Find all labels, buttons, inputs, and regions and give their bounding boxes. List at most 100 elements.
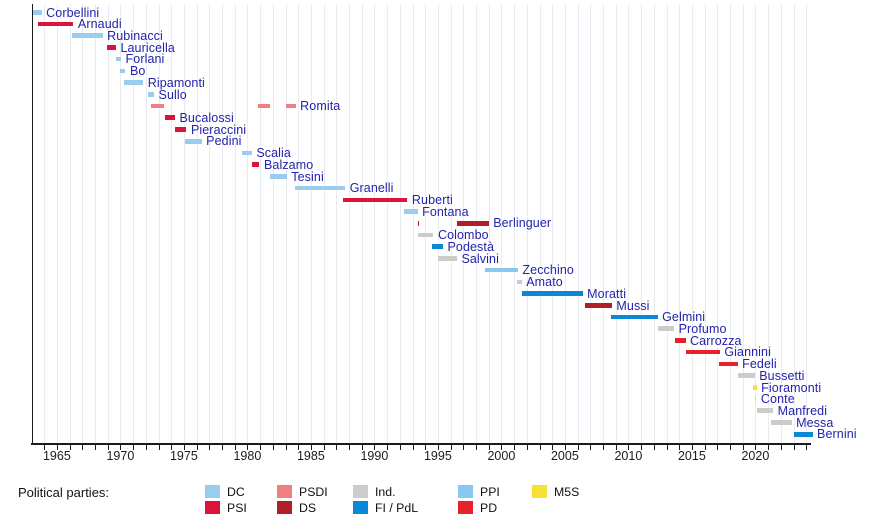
tick-2021 [768, 444, 770, 450]
tick-1977 [209, 444, 211, 450]
legend-label-ppi: PPI [480, 484, 500, 499]
tick-1968 [95, 444, 96, 450]
tick-1979 [234, 444, 236, 450]
gridline-1972 [145, 4, 147, 443]
minister-bar-colombo [418, 232, 434, 238]
gridline-2020 [755, 4, 757, 443]
minister-bar-conte [755, 396, 757, 402]
legend-item-ds: DS [277, 501, 316, 515]
legend-label-dc: DC [227, 484, 245, 499]
minister-label-bucalossi: Bucalossi [179, 110, 234, 125]
tick-2022 [780, 444, 782, 450]
tick-1985 [310, 444, 312, 450]
gridline-2014 [679, 4, 681, 443]
tick-1971 [133, 444, 135, 450]
gridline-2016 [704, 4, 706, 443]
tick-label-2000: 2000 [487, 449, 516, 463]
tick-2004 [552, 444, 554, 450]
legend-swatch-fipdl [353, 501, 368, 514]
legend-swatch-psi [205, 501, 220, 514]
gridline-2007 [590, 4, 592, 443]
gridline-1969 [107, 4, 109, 443]
gridline-1979 [234, 4, 236, 443]
tick-label-2015: 2015 [677, 449, 706, 463]
gridline-1971 [133, 4, 135, 443]
tick-1965 [56, 444, 58, 450]
minister-bar-ruberti [342, 197, 408, 203]
minister-bar-messa [770, 420, 792, 425]
tick-2007 [590, 444, 592, 450]
minister-bar-manfredi [756, 408, 774, 414]
tick-1983 [285, 444, 287, 450]
minister-label-lauricella: Lauricella [120, 40, 175, 55]
gridline-2011 [641, 4, 643, 443]
gridline-2022 [780, 4, 782, 443]
tick-1994 [425, 444, 427, 450]
minister-label-fedeli: Fedeli [742, 357, 777, 372]
minister-label-manfredi: Manfredi [777, 403, 828, 418]
minister-label-arnaudi: Arnaudi [77, 17, 122, 32]
tick-2018 [730, 444, 731, 450]
tick-2010 [628, 444, 630, 450]
minister-label-carrozza: Carrozza [690, 333, 742, 348]
minister-bar-bussetti [738, 373, 755, 378]
legend-label-ind: Ind. [375, 484, 396, 499]
gridline-2000 [501, 4, 503, 443]
legend-label-pd: PD [480, 500, 498, 515]
gridline-1968 [95, 4, 96, 443]
minister-label-pieraccini: Pieraccini [190, 122, 247, 137]
minister-bar-zecchino [484, 267, 518, 273]
tick-1969 [107, 444, 109, 450]
minister-label-colombo: Colombo [437, 228, 489, 243]
minister-bar-fedeli [718, 361, 738, 367]
gridline-2001 [514, 4, 516, 443]
tick-2006 [577, 444, 579, 450]
gridline-1974 [171, 4, 173, 443]
tick-1992 [399, 444, 401, 450]
minister-bar-arnaudi [37, 21, 74, 27]
tick-2014 [679, 444, 681, 450]
gridline-1977 [209, 4, 211, 443]
minister-bar-mussi [585, 303, 612, 308]
minister-label-forlani: Forlani [125, 52, 165, 67]
gridline-1996 [450, 4, 452, 443]
legend-item-psi: PSI [205, 501, 247, 515]
legend-swatch-dc [205, 485, 220, 498]
minister-label-bo: Bo [129, 64, 146, 79]
minister-label-ruberti: Ruberti [411, 193, 453, 208]
legend-swatch-m5s [532, 485, 547, 498]
gridline-1992 [399, 4, 401, 443]
tick-2019 [742, 444, 744, 450]
gridline-1993 [412, 4, 414, 443]
minister-bar-granelli [295, 185, 346, 191]
minister-label-granelli: Granelli [349, 181, 394, 196]
minister-bar-scalia [241, 150, 252, 156]
legend-label-psdi: PSDI [299, 484, 328, 499]
x-axis-line [31, 443, 811, 445]
legend-swatch-ind [353, 485, 368, 498]
tick-1975 [183, 444, 185, 450]
tick-1966 [69, 444, 71, 450]
gridline-1999 [488, 4, 490, 443]
minister-label-corbellini: Corbellini [46, 5, 100, 20]
minister-label-balzamo: Balzamo [263, 157, 314, 172]
gridline-2004 [552, 4, 554, 443]
gridline-2019 [742, 4, 744, 443]
minister-bar-rubinacci [72, 33, 103, 39]
tick-2016 [704, 444, 706, 450]
legend-label-fipdl: FI / PdL [375, 500, 419, 515]
minister-bar-bo [120, 68, 126, 74]
gridline-1990 [374, 4, 376, 443]
gridline-1965 [56, 4, 58, 443]
minister-label-berlinguer: Berlinguer [493, 216, 552, 231]
gridline-2024 [806, 4, 808, 443]
minister-label-amato: Amato [526, 275, 563, 290]
tick-1981 [260, 444, 262, 450]
minister-label-bernini: Bernini [817, 427, 857, 442]
tick-2005 [564, 444, 566, 450]
gridline-2015 [691, 4, 693, 443]
tick-1972 [145, 444, 147, 450]
tick-2008 [603, 444, 604, 450]
minister-bar-berlinguer-2 [456, 220, 489, 226]
